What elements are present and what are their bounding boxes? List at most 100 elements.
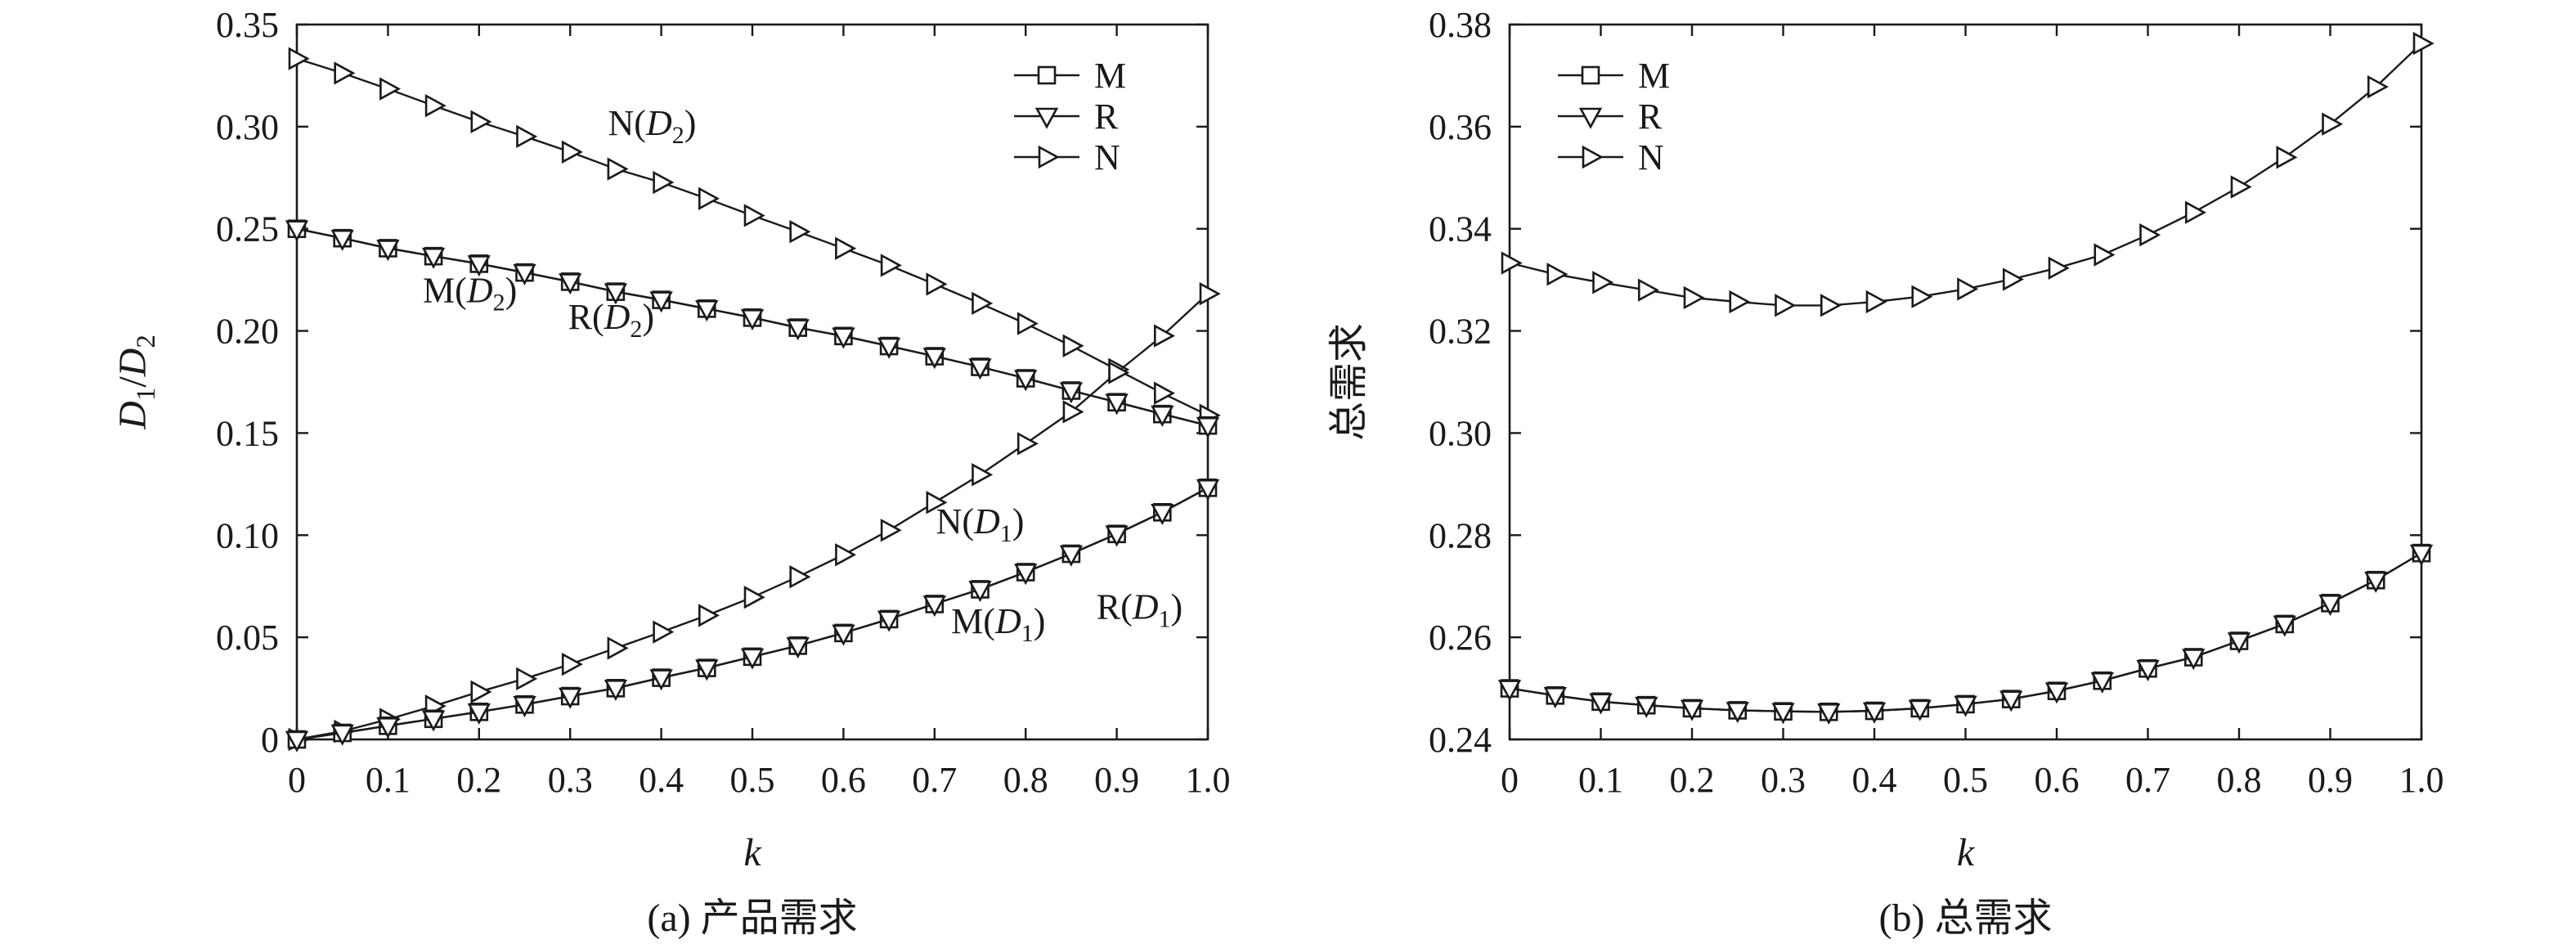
data-point (285, 220, 309, 242)
data-point (1908, 699, 1932, 721)
x-tick-label: 0.6 (2035, 760, 2080, 800)
data-point (1775, 294, 1797, 317)
data-point (379, 77, 402, 101)
data-point (513, 263, 536, 285)
y-tick-label: 0 (261, 720, 279, 760)
data-point (2182, 649, 2206, 671)
data-point (695, 659, 719, 681)
data-point (1592, 271, 1614, 294)
y-tick-label: 0.30 (1429, 413, 1492, 453)
y-tick-label: 0.35 (216, 5, 279, 45)
data-point (1105, 393, 1129, 416)
data-point (649, 291, 673, 313)
data-point (832, 327, 855, 349)
series-b-2 (1501, 31, 2435, 317)
data-point (1014, 370, 1038, 392)
data-point (1729, 290, 1751, 314)
x-tick-label: 0.5 (1943, 760, 1988, 800)
legend-marker (1581, 65, 1600, 85)
x-tick-label: 0.8 (1003, 760, 1048, 800)
data-point (424, 93, 447, 118)
legend-marker (1038, 145, 1060, 169)
data-point (789, 565, 811, 589)
series-annotation: R(D1​) (1097, 587, 1183, 633)
legend-marker (1037, 65, 1057, 85)
data-point (1637, 278, 1659, 302)
x-tick-label: 1.0 (1186, 760, 1231, 800)
x-tick-label: 0.7 (912, 760, 957, 800)
y-tick-label: 0.05 (216, 618, 279, 658)
data-point (376, 717, 400, 739)
data-point (1817, 703, 1841, 726)
series-line (296, 293, 1209, 741)
x-tick-label: 0.4 (639, 760, 684, 800)
data-point (2139, 223, 2161, 247)
data-point (653, 170, 675, 195)
panel-caption: (a) 产品需求 (647, 896, 857, 940)
data-point (1154, 381, 1176, 405)
data-point (1501, 251, 1523, 275)
legend-marker (1582, 145, 1604, 169)
data-point (1911, 285, 1933, 308)
y-tick-label: 0.38 (1429, 5, 1492, 45)
data-point (835, 543, 857, 567)
y-tick-label: 0.10 (216, 515, 279, 555)
data-point (1059, 545, 1084, 567)
panel-b-chart: 0 0.1 0.2 0.3 0.4 0.5 0.6 0.7 0.8 0.9 1.0 0.24 0.26 0… (1327, 5, 2444, 940)
series-annotation: R(D2​) (568, 297, 654, 343)
x-tick-label: 0.5 (730, 760, 775, 800)
x-tick-label: 0.7 (2125, 760, 2170, 800)
y-tick-label: 0.15 (216, 413, 279, 453)
data-point (607, 636, 629, 660)
y-tick-label: 0.25 (216, 209, 279, 249)
data-point (513, 695, 536, 718)
data-point (926, 491, 948, 514)
x-tick-label: 0.6 (821, 760, 866, 800)
data-point (285, 730, 309, 753)
data-point (698, 186, 720, 210)
data-point (2322, 112, 2344, 136)
x-tick-label: 0.2 (456, 760, 501, 800)
y-tick-label: 0.20 (216, 312, 279, 352)
series-a-5 (285, 479, 1220, 753)
data-point (376, 240, 400, 262)
legend: MRN (1014, 56, 1126, 177)
y-tick-label: 0.30 (216, 107, 279, 147)
x-tick-label: 0.2 (1670, 760, 1715, 800)
data-point (1954, 695, 1977, 717)
data-point (832, 624, 855, 646)
data-point (1771, 703, 1795, 725)
data-point (561, 652, 583, 676)
data-point (1059, 382, 1084, 404)
data-point (604, 680, 628, 702)
legend-label: R (1638, 97, 1663, 137)
data-point (1862, 702, 1887, 724)
x-tick-label: 0.1 (1578, 760, 1623, 800)
data-point (1820, 294, 1842, 317)
data-point (1196, 416, 1220, 438)
data-point (653, 620, 675, 644)
x-axis-title: k (743, 831, 762, 874)
x-tick-label: 0.3 (548, 760, 593, 800)
data-point (2364, 571, 2388, 593)
x-tick-label: 1.0 (2399, 760, 2444, 800)
panel-caption: (b) 总需求 (1879, 896, 2053, 940)
data-point (880, 254, 902, 277)
data-point (1016, 312, 1039, 335)
data-point (1726, 702, 1749, 724)
data-point (2090, 672, 2114, 694)
data-point (835, 236, 857, 260)
data-point (972, 291, 994, 316)
data-point (972, 463, 994, 487)
data-point (1999, 690, 2023, 712)
data-point (2094, 243, 2116, 267)
data-point (740, 309, 765, 331)
data-point (1108, 361, 1130, 384)
data-point (1154, 324, 1176, 348)
data-point (559, 273, 582, 295)
data-point (1546, 263, 1568, 286)
data-point (922, 348, 946, 370)
data-point (789, 220, 811, 244)
data-point (786, 637, 810, 659)
data-point (2367, 74, 2389, 99)
